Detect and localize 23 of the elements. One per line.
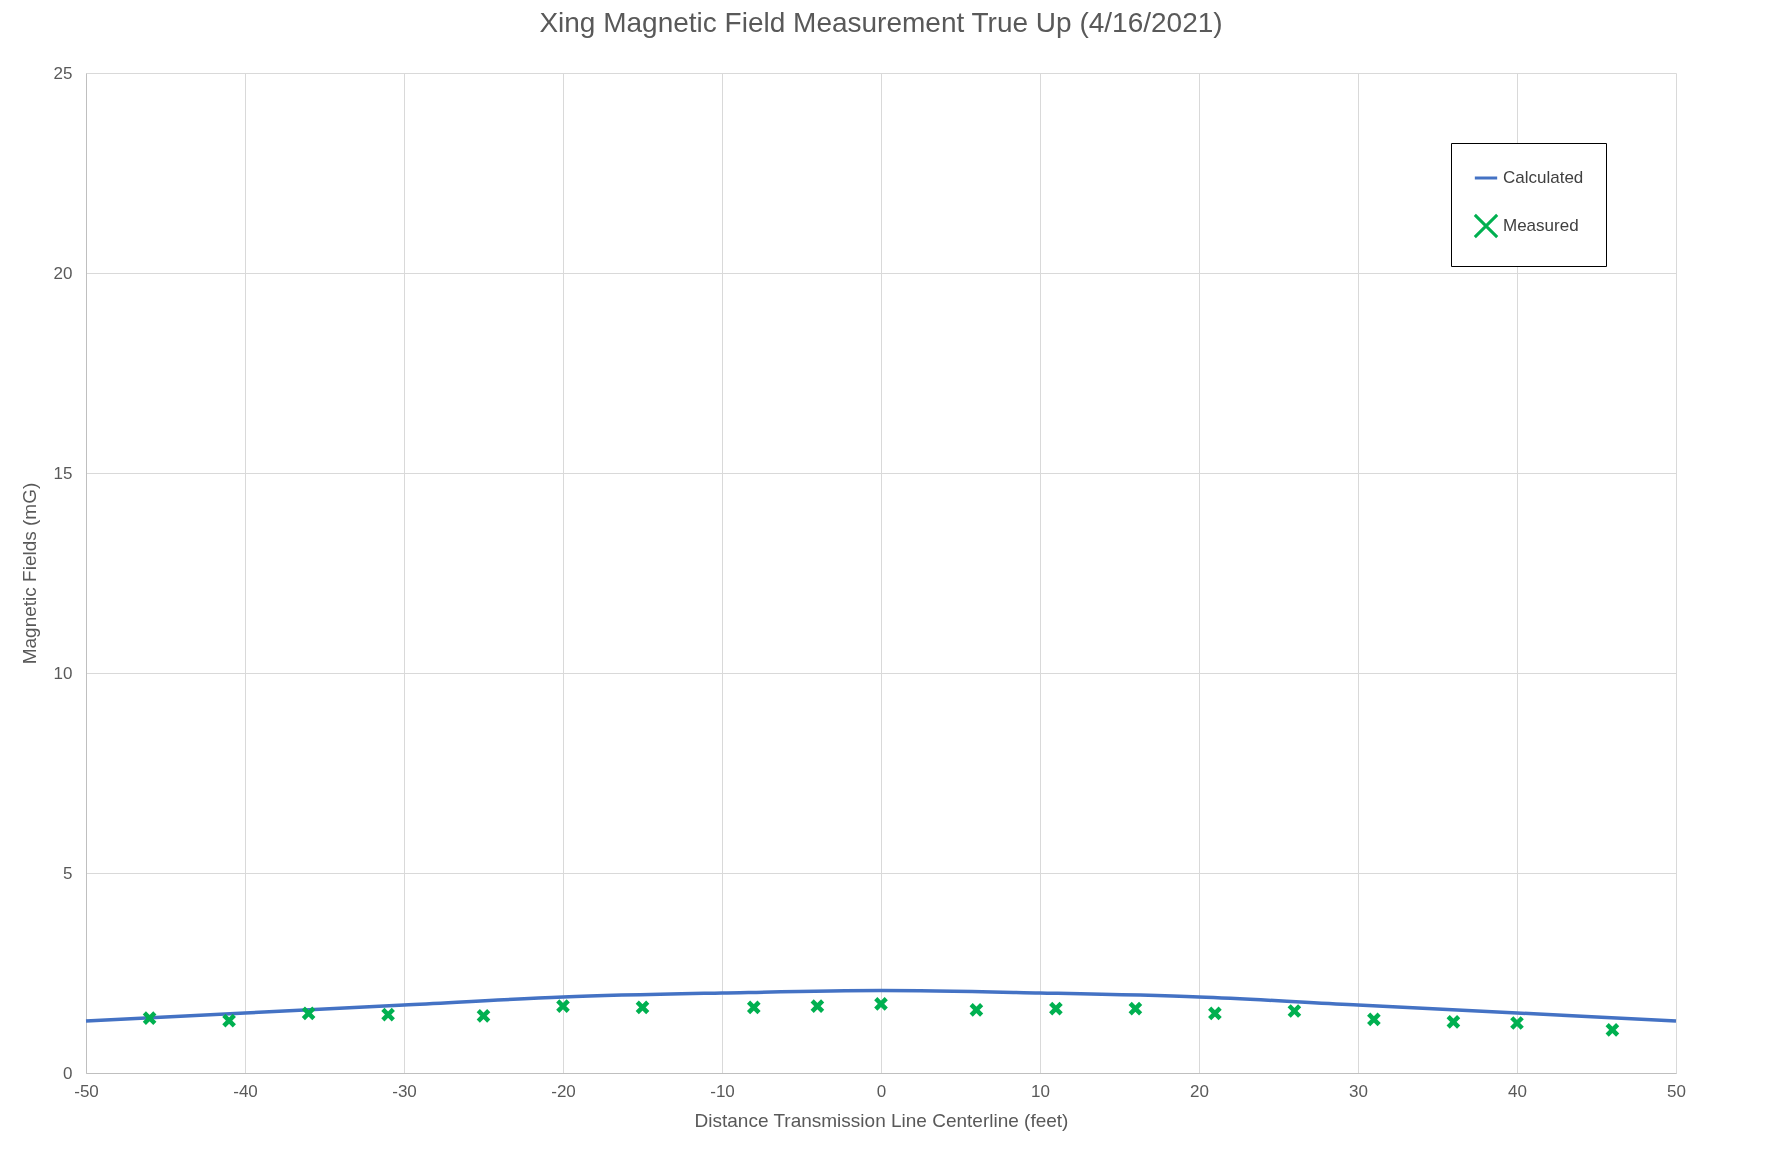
x-tick-label: -30 bbox=[392, 1081, 417, 1101]
x-tick-label: 40 bbox=[1508, 1081, 1527, 1101]
x-axis-title: Distance Transmission Line Centerline (feet) bbox=[694, 1109, 1069, 1131]
x-tick-label: 20 bbox=[1190, 1081, 1209, 1101]
x-tick-label: 50 bbox=[1667, 1081, 1686, 1101]
x-tick-label: -50 bbox=[74, 1081, 99, 1101]
x-tick-label: 30 bbox=[1349, 1081, 1368, 1101]
y-tick-label: 20 bbox=[53, 263, 73, 283]
y-tick-label: 5 bbox=[63, 863, 73, 883]
line-series bbox=[84, 988, 1678, 1023]
legend-label: Calculated bbox=[1503, 168, 1584, 187]
y-tick-label: 0 bbox=[63, 1063, 73, 1083]
y-tick-label: 10 bbox=[53, 663, 73, 683]
chart-title: Xing Magnetic Field Measurement True Up (4/16/2021) bbox=[539, 7, 1223, 38]
y-tick-label: 25 bbox=[53, 63, 73, 83]
legend-label: Measured bbox=[1503, 216, 1579, 235]
y-tick-label: 15 bbox=[53, 463, 73, 483]
y-axis-title: Magnetic Fields (mG) bbox=[18, 482, 40, 665]
x-tick-label: 0 bbox=[876, 1081, 887, 1101]
x-tick-label: -10 bbox=[710, 1081, 735, 1101]
x-tick-label: -20 bbox=[551, 1081, 576, 1101]
x-tick-label: -40 bbox=[233, 1081, 258, 1101]
x-tick-label: 10 bbox=[1031, 1081, 1050, 1101]
